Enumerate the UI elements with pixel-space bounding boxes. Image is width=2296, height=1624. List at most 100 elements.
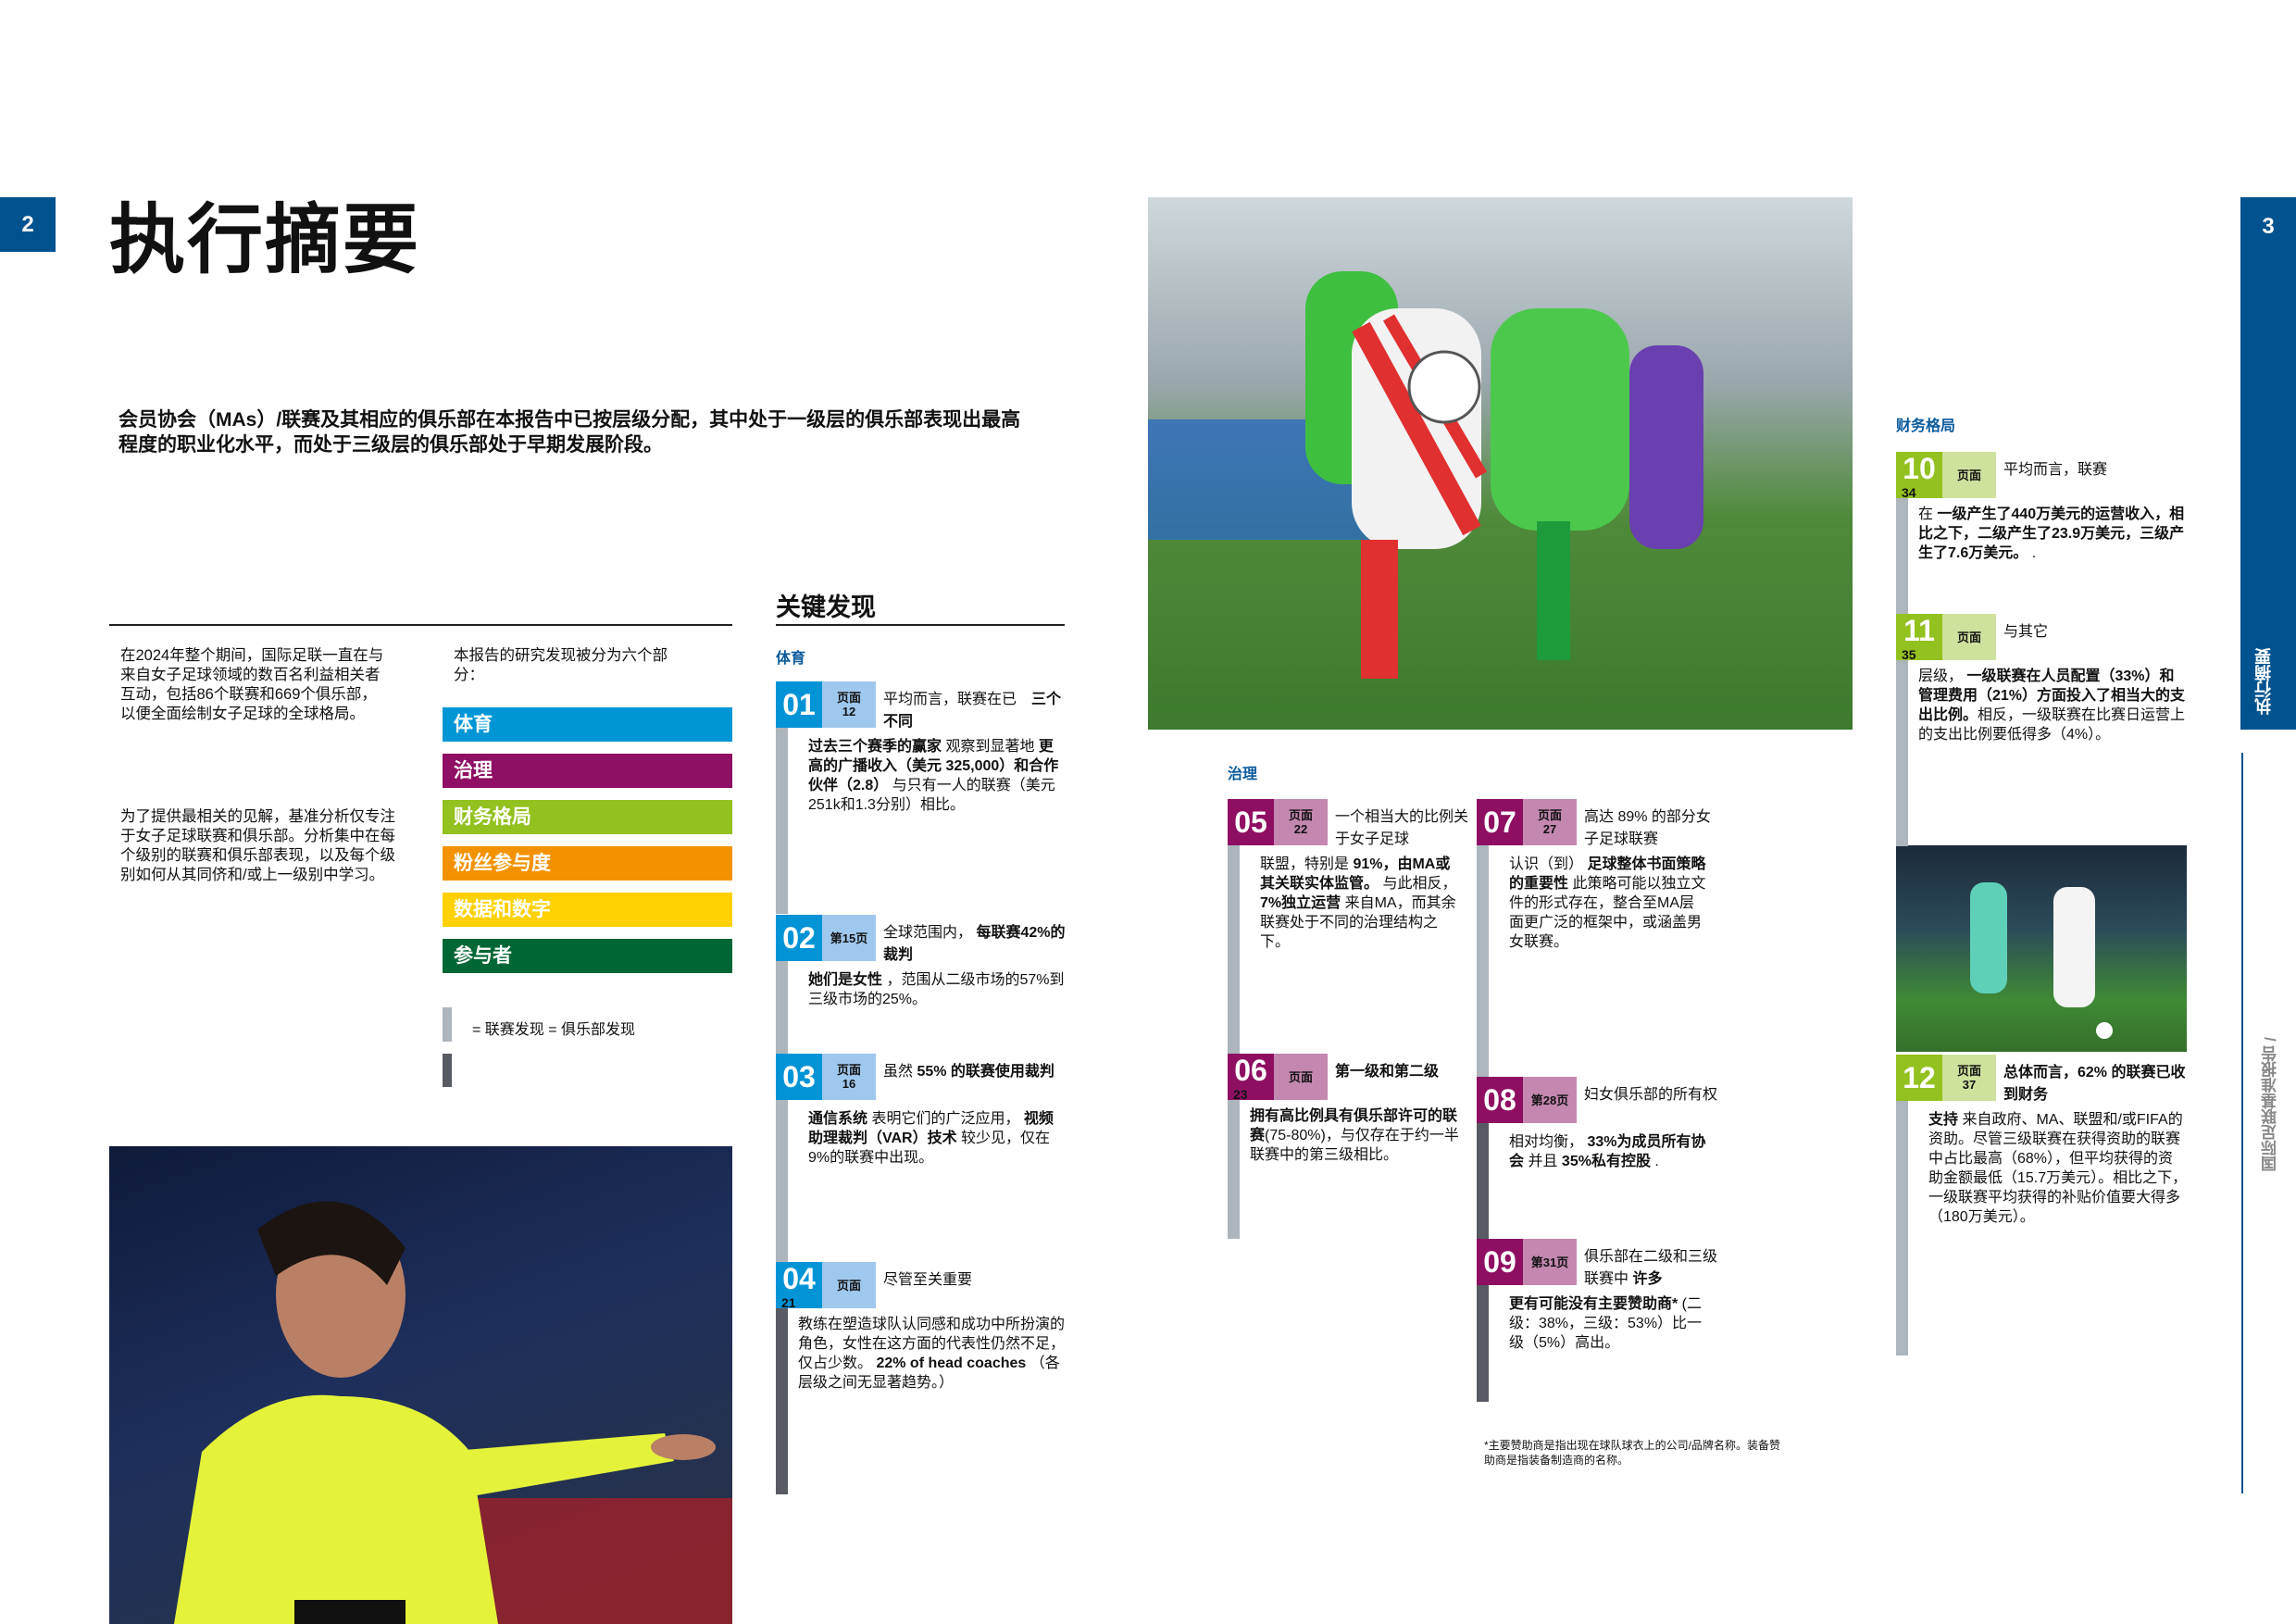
page-reference: 页面 12: [822, 681, 876, 728]
page-reference: 页面: [822, 1262, 876, 1308]
finding-type-bar: [776, 961, 788, 1055]
finding-body: 支持 来自政府、MA、联盟和/或FIFA的资助。尽管三级联赛在获得资助的联赛中占…: [1928, 1110, 2188, 1227]
players-illustration: [1148, 271, 1703, 679]
finding-type-bar: [1896, 498, 1908, 615]
text-segment: 妇女俱乐部的所有权: [1584, 1087, 1718, 1103]
page-reference-text: 页面: [836, 1063, 861, 1077]
page-reference: 页面: [1274, 1054, 1328, 1100]
category-sport-label: 体育: [776, 651, 806, 667]
finding-body: 教练在塑造球队认同感和成功中所扮演的角色，女性在这方面的代表性仍然不足，仅占少数…: [798, 1315, 1067, 1393]
sections-intro: 本报告的研究发现被分为六个部分：: [454, 647, 668, 683]
side-rule: [2241, 753, 2243, 1493]
text-segment: 虽然: [883, 1064, 917, 1080]
methodology-paragraph-2: 为了提供最相关的见解，基准分析仅专注于女子足球联赛和俱乐部。分析集中在每个级别的…: [120, 808, 395, 883]
page-reference-text: 页面: [1956, 630, 1981, 644]
text-segment: 三个不同: [883, 692, 1062, 730]
finding-headline: 高达 89% 的部分女子足球联赛: [1584, 806, 1718, 851]
finding-number: 07: [1477, 799, 1523, 845]
finding-headline: 妇女俱乐部的所有权: [1584, 1084, 1718, 1106]
finding-headline: 平均而言，联赛在已 三个不同: [883, 689, 1075, 733]
finding-body: 她们是女性 ，范围从二级市场的57%到三级市场的25%。: [808, 970, 1067, 1009]
page-reference: 页面 27: [1523, 799, 1577, 845]
page-reference: 页面 37: [1942, 1055, 1996, 1101]
sponsor-footnote: *主要赞助商是指出现在球队球衣上的公司/品牌名称。装备赞助商是指装备制造商的名称…: [1484, 1439, 1781, 1467]
section-sport: 体育: [443, 707, 732, 742]
text-segment: 认识（到）: [1509, 856, 1588, 872]
finding-number: 03: [776, 1054, 822, 1100]
page-reference-text: 37: [1962, 1078, 1977, 1092]
text-segment: 7%独立运营: [1260, 895, 1341, 911]
text-segment: 平均而言，联赛: [2003, 462, 2108, 478]
page-reference: 页面 22: [1274, 799, 1328, 845]
text-segment: 教练在塑造球队认同感和成功中所扮演的角色，女性在这方面的代表性仍然不足，仅占少数…: [798, 1317, 1066, 1371]
text-segment: 许多: [1632, 1271, 1663, 1287]
finding-type-bar: [776, 1100, 788, 1263]
finding-type-bar: [776, 1308, 788, 1494]
text-segment: 表明它们的广泛应用，: [867, 1111, 1024, 1127]
text-segment: (75-80%)，与仅存在于约一半联赛中的第三级相比。: [1250, 1128, 1459, 1163]
legend-text: = 联赛发现 = 俱乐部发现: [472, 1022, 636, 1038]
text-segment: 第一级和第二级: [1335, 1064, 1440, 1080]
finding-number: 06: [1228, 1054, 1274, 1100]
report-name: 国际足联基准报告 /: [2262, 1037, 2279, 1172]
text-segment: 91%，由MA或其关联实体监管。: [1260, 856, 1451, 892]
text-segment: 55% 的联赛使用裁判: [917, 1064, 1054, 1080]
page-reference-text: 页面: [836, 691, 861, 705]
text-segment: 层级，: [1918, 668, 1967, 684]
page-reference: 第31页: [1523, 1239, 1577, 1285]
category-finance-label: 财务格局: [1896, 418, 1956, 434]
text-segment: 她们是女性: [808, 972, 883, 988]
key-findings-divider: [776, 624, 1065, 626]
finding-type-bar: [1228, 845, 1240, 1054]
finding-headline: 虽然 55% 的联赛使用裁判: [883, 1061, 1075, 1083]
page-reference-text: 12: [842, 705, 856, 718]
section-governance: 治理: [443, 754, 732, 788]
match-photo: [1896, 845, 2187, 1052]
finding-headline: 俱乐部在二级和三级联赛中 许多: [1584, 1246, 1718, 1291]
page-reference-text: 页面: [836, 1278, 861, 1293]
text-segment: 观察到显著地: [942, 739, 1039, 755]
text-segment: 每联赛42%的裁判: [883, 925, 1066, 963]
text-segment: 通信系统: [808, 1111, 868, 1127]
section-finance: 财务格局: [443, 800, 732, 834]
page-reference-text: 第28页: [1530, 1093, 1569, 1107]
finding-number: 05: [1228, 799, 1274, 845]
text-segment: 俱乐部在二级和三级联赛中: [1584, 1249, 1718, 1287]
text-segment: 总体而言，62% 的联赛已收到财务: [2003, 1065, 2186, 1103]
page-reference-text: 16: [842, 1077, 856, 1091]
text-segment: 尽管至关重要: [883, 1272, 973, 1288]
text-segment: 与此相反，: [1379, 876, 1457, 892]
page-reference: 页面: [1942, 614, 1996, 660]
page-reference: 第28页: [1523, 1077, 1577, 1123]
text-segment: 联盟，特别是: [1260, 856, 1354, 872]
text-segment: 高达 89% 的部分女子足球联赛: [1584, 809, 1711, 847]
finding-page-number: 23: [1233, 1087, 1248, 1102]
text-segment: 相反，一级联赛在比赛日运营上的支出比例要低得多（4%）。: [1918, 707, 2186, 743]
finding-headline: 第一级和第二级: [1335, 1061, 1469, 1083]
text-segment: 在: [1918, 506, 1938, 522]
section-fan-engagement: 粉丝参与度: [443, 846, 732, 881]
text-segment: ，范围从二级市场的57%到三级市场的25%。: [808, 972, 1065, 1007]
finding-headline: 总体而言，62% 的联赛已收到财务: [2003, 1062, 2195, 1106]
finding-number: 01: [776, 681, 822, 728]
finding-body: 更有可能没有主要赞助商* (二级：38%，三级：53%）比一级（5%）高出。: [1509, 1294, 1708, 1353]
text-segment: 拥有高比例具有俱乐部许可的联赛: [1250, 1108, 1458, 1143]
page-reference: 第15页: [822, 915, 876, 961]
text-segment: 35%私有控股: [1561, 1154, 1651, 1169]
league-findings-swatch: [443, 1007, 452, 1042]
page-reference-text: 第15页: [830, 931, 868, 945]
text-segment: 来自政府、MA、联盟和/或FIFA的资助。尽管三级联赛在获得资助的联赛中占比最高…: [1928, 1112, 2188, 1225]
text-segment: 33%为成员所有协会: [1509, 1134, 1706, 1169]
page-reference-text: 页面: [1537, 808, 1562, 822]
finding-headline: 尽管至关重要: [883, 1269, 1075, 1292]
page-reference-text: 页面: [1956, 1064, 1981, 1078]
finding-page-number: 34: [1902, 485, 1916, 500]
key-findings-title: 关键发现: [776, 593, 876, 621]
finding-number: 09: [1477, 1239, 1523, 1285]
page-reference-text: 页面: [1288, 1069, 1313, 1084]
finding-body: 过去三个赛季的赢家 观察到显著地 更高的广播收入（美元 325,000）和合作伙…: [808, 737, 1067, 815]
text-segment: 来自MA，而其余联赛处于不同的治理结构之下。: [1260, 895, 1456, 950]
finding-number: 11: [1896, 614, 1942, 660]
finding-type-bar: [1477, 845, 1489, 1078]
finding-headline: 与其它: [2003, 621, 2195, 643]
